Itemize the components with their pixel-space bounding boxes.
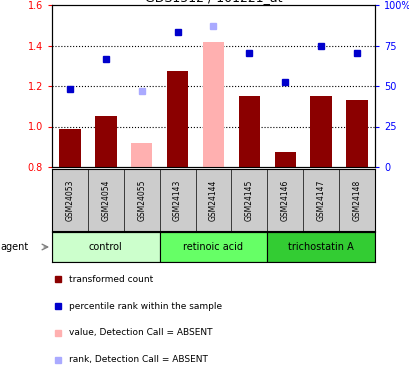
Text: GSM24148: GSM24148 (352, 179, 361, 220)
Bar (346, 100, 367, 167)
Text: retinoic acid: retinoic acid (183, 242, 243, 252)
Text: control: control (89, 242, 122, 252)
Bar (95, 116, 116, 167)
Text: GSM24053: GSM24053 (65, 179, 74, 221)
Text: rank, Detection Call = ABSENT: rank, Detection Call = ABSENT (69, 355, 207, 364)
Bar (130, 143, 152, 167)
Text: GSM24145: GSM24145 (244, 179, 253, 220)
Text: GSM24146: GSM24146 (280, 179, 289, 220)
Text: GSM24055: GSM24055 (137, 179, 146, 221)
Text: transformed count: transformed count (69, 275, 153, 284)
Text: GSM24144: GSM24144 (209, 179, 218, 220)
Bar (310, 96, 331, 167)
Text: agent: agent (1, 242, 29, 252)
Text: value, Detection Call = ABSENT: value, Detection Call = ABSENT (69, 328, 212, 338)
Text: trichostatin A: trichostatin A (288, 242, 353, 252)
Bar (59, 129, 81, 167)
Bar (202, 42, 224, 167)
Title: GDS1512 / 101221_at: GDS1512 / 101221_at (144, 0, 281, 4)
Bar (52, 232, 159, 262)
Bar (159, 232, 267, 262)
Text: percentile rank within the sample: percentile rank within the sample (69, 302, 221, 310)
Bar (267, 232, 374, 262)
Text: GSM24054: GSM24054 (101, 179, 110, 221)
Text: GSM24147: GSM24147 (316, 179, 325, 220)
Bar (166, 71, 188, 167)
Text: GSM24143: GSM24143 (173, 179, 182, 220)
Bar (274, 152, 295, 167)
Bar (238, 96, 260, 167)
